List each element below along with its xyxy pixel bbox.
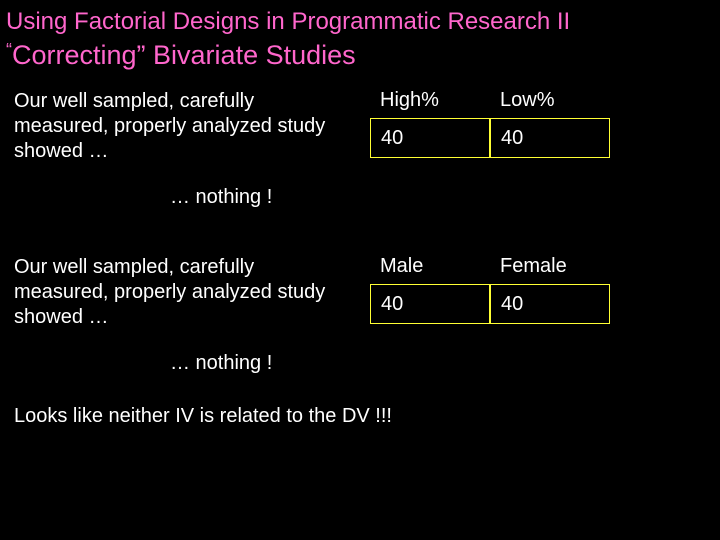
- slide-subtitle: “Correcting” Bivariate Studies: [0, 36, 720, 71]
- block-1: Our well sampled, carefully measured, pr…: [0, 89, 720, 164]
- block-1-header-2: Low%: [490, 89, 610, 118]
- slide-title: Using Factorial Designs in Programmatic …: [0, 0, 720, 36]
- block-2-headers: Male Female: [370, 255, 610, 284]
- block-2-cell-1: 40: [370, 284, 490, 324]
- block-2-paragraph: Our well sampled, carefully measured, pr…: [0, 255, 330, 330]
- conclusion-text: Looks like neither IV is related to the …: [0, 405, 720, 428]
- block-1-cells: 40 40: [370, 118, 610, 158]
- block-1-paragraph: Our well sampled, carefully measured, pr…: [0, 89, 330, 164]
- block-2-cell-2: 40: [490, 284, 610, 324]
- block-1-nothing: … nothing !: [0, 186, 720, 209]
- block-1-table: High% Low% 40 40: [370, 89, 610, 158]
- block-1-headers: High% Low%: [370, 89, 610, 118]
- block-2-header-2: Female: [490, 255, 610, 284]
- block-2-nothing: … nothing !: [0, 352, 720, 375]
- block-2-header-1: Male: [370, 255, 490, 284]
- block-2-table: Male Female 40 40: [370, 255, 610, 324]
- block-2: Our well sampled, carefully measured, pr…: [0, 255, 720, 330]
- block-1-header-1: High%: [370, 89, 490, 118]
- block-1-cell-1: 40: [370, 118, 490, 158]
- block-1-cell-2: 40: [490, 118, 610, 158]
- block-2-cells: 40 40: [370, 284, 610, 324]
- subtitle-text: Correcting” Bivariate Studies: [12, 40, 356, 70]
